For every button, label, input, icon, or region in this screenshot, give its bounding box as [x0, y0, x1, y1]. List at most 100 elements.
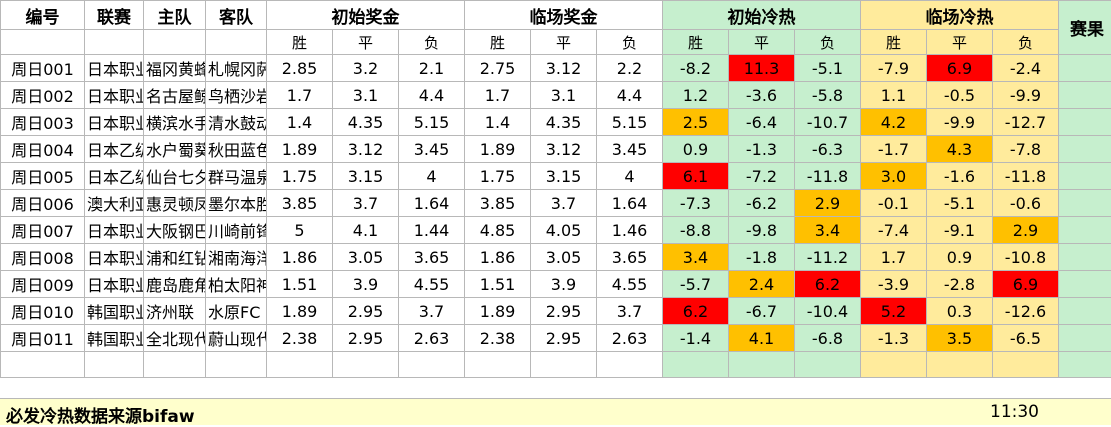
live-heat-win[interactable]: 3.0 [861, 163, 927, 190]
live-odds-draw[interactable]: 2.95 [531, 298, 597, 325]
initial-heat-draw[interactable]: -6.7 [729, 298, 795, 325]
initial-heat-draw[interactable]: -1.3 [729, 136, 795, 163]
live-heat-draw[interactable]: -9.9 [927, 109, 993, 136]
header-sub-win[interactable]: 胜 [267, 30, 333, 55]
league-cell[interactable]: 日本职业 [85, 244, 144, 271]
live-heat-loss[interactable]: -2.4 [993, 55, 1059, 82]
empty-cell[interactable] [85, 352, 144, 378]
empty-cell[interactable] [1059, 352, 1111, 378]
live-heat-draw[interactable]: 6.9 [927, 55, 993, 82]
home-team-cell[interactable]: 惠灵顿凤 [144, 190, 206, 217]
initial-heat-win[interactable]: 3.4 [663, 244, 729, 271]
initial-heat-loss[interactable]: -10.4 [795, 298, 861, 325]
result-cell[interactable] [1059, 298, 1111, 325]
live-odds-loss[interactable]: 1.46 [597, 217, 663, 244]
initial-odds-loss[interactable]: 3.7 [399, 298, 465, 325]
league-cell[interactable]: 日本职业 [85, 109, 144, 136]
home-team-cell[interactable]: 浦和红钻 [144, 244, 206, 271]
result-cell[interactable] [1059, 109, 1111, 136]
result-cell[interactable] [1059, 325, 1111, 352]
empty-cell[interactable] [861, 352, 927, 378]
live-heat-draw[interactable]: -2.8 [927, 271, 993, 298]
initial-heat-draw[interactable]: -3.6 [729, 82, 795, 109]
live-odds-loss[interactable]: 3.45 [597, 136, 663, 163]
result-cell[interactable] [1059, 163, 1111, 190]
match-id[interactable]: 周日007 [1, 217, 85, 244]
result-cell[interactable] [1059, 55, 1111, 82]
empty-cell[interactable] [267, 352, 333, 378]
initial-odds-draw[interactable]: 2.95 [333, 325, 399, 352]
live-heat-loss[interactable]: -7.8 [993, 136, 1059, 163]
league-cell[interactable]: 日本乙级 [85, 163, 144, 190]
live-odds-loss[interactable]: 1.64 [597, 190, 663, 217]
empty-cell[interactable] [333, 352, 399, 378]
initial-heat-win[interactable]: -5.7 [663, 271, 729, 298]
empty-cell[interactable] [399, 352, 465, 378]
home-team-cell[interactable]: 济州联 [144, 298, 206, 325]
spreadsheet-grid[interactable]: 编号联赛主队客队初始奖金临场奖金初始冷热临场冷热赛果胜平负胜平负胜平负胜平负周日… [0, 0, 1111, 378]
live-heat-draw[interactable]: 3.5 [927, 325, 993, 352]
header-id[interactable]: 编号 [1, 1, 85, 30]
initial-odds-draw[interactable]: 3.9 [333, 271, 399, 298]
home-team-cell[interactable]: 全北现代 [144, 325, 206, 352]
live-odds-win[interactable]: 3.85 [465, 190, 531, 217]
live-heat-loss[interactable]: -12.6 [993, 298, 1059, 325]
header-sub-win[interactable]: 胜 [861, 30, 927, 55]
home-team-cell[interactable]: 仙台七夕 [144, 163, 206, 190]
initial-heat-loss[interactable]: 3.4 [795, 217, 861, 244]
match-id[interactable]: 周日005 [1, 163, 85, 190]
live-heat-loss[interactable]: 6.9 [993, 271, 1059, 298]
header-home[interactable]: 主队 [144, 1, 206, 30]
result-cell[interactable] [1059, 244, 1111, 271]
initial-heat-draw[interactable]: -9.8 [729, 217, 795, 244]
match-id[interactable]: 周日010 [1, 298, 85, 325]
header-sub-draw[interactable]: 平 [927, 30, 993, 55]
live-odds-draw[interactable]: 3.12 [531, 55, 597, 82]
header-sub-draw[interactable]: 平 [531, 30, 597, 55]
empty-cell[interactable] [597, 352, 663, 378]
initial-odds-loss[interactable]: 1.64 [399, 190, 465, 217]
league-cell[interactable]: 韩国职业 [85, 325, 144, 352]
league-cell[interactable]: 日本乙级 [85, 136, 144, 163]
initial-odds-loss[interactable]: 1.44 [399, 217, 465, 244]
live-odds-win[interactable]: 4.85 [465, 217, 531, 244]
match-id[interactable]: 周日006 [1, 190, 85, 217]
live-heat-win[interactable]: -1.3 [861, 325, 927, 352]
initial-odds-win[interactable]: 1.89 [267, 298, 333, 325]
header-sub-loss[interactable]: 负 [795, 30, 861, 55]
initial-odds-loss[interactable]: 5.15 [399, 109, 465, 136]
live-heat-loss[interactable]: 2.9 [993, 217, 1059, 244]
live-odds-draw[interactable]: 3.12 [531, 136, 597, 163]
live-heat-win[interactable]: -7.9 [861, 55, 927, 82]
initial-odds-draw[interactable]: 4.1 [333, 217, 399, 244]
initial-heat-draw[interactable]: 11.3 [729, 55, 795, 82]
initial-heat-draw[interactable]: -6.2 [729, 190, 795, 217]
match-id[interactable]: 周日004 [1, 136, 85, 163]
empty-cell[interactable] [663, 352, 729, 378]
result-cell[interactable] [1059, 190, 1111, 217]
header-sub-empty[interactable] [1, 30, 85, 55]
initial-heat-win[interactable]: -1.4 [663, 325, 729, 352]
live-heat-draw[interactable]: -1.6 [927, 163, 993, 190]
empty-cell[interactable] [993, 352, 1059, 378]
header-sub-loss[interactable]: 负 [993, 30, 1059, 55]
result-cell[interactable] [1059, 217, 1111, 244]
away-team-cell[interactable]: 札幌冈萨 [206, 55, 267, 82]
live-odds-win[interactable]: 1.89 [465, 136, 531, 163]
initial-heat-loss[interactable]: 6.2 [795, 271, 861, 298]
initial-odds-win[interactable]: 2.85 [267, 55, 333, 82]
live-odds-win[interactable]: 1.4 [465, 109, 531, 136]
home-team-cell[interactable]: 大阪钢巴 [144, 217, 206, 244]
header-result[interactable]: 赛果 [1059, 1, 1111, 55]
initial-heat-loss[interactable]: -6.3 [795, 136, 861, 163]
initial-odds-draw[interactable]: 3.1 [333, 82, 399, 109]
initial-heat-win[interactable]: 6.1 [663, 163, 729, 190]
live-odds-win[interactable]: 1.75 [465, 163, 531, 190]
initial-heat-draw[interactable]: -6.4 [729, 109, 795, 136]
live-odds-loss[interactable]: 5.15 [597, 109, 663, 136]
live-heat-loss[interactable]: -9.9 [993, 82, 1059, 109]
live-odds-win[interactable]: 1.51 [465, 271, 531, 298]
initial-odds-win[interactable]: 1.89 [267, 136, 333, 163]
header-sub-win[interactable]: 胜 [465, 30, 531, 55]
live-odds-draw[interactable]: 3.9 [531, 271, 597, 298]
